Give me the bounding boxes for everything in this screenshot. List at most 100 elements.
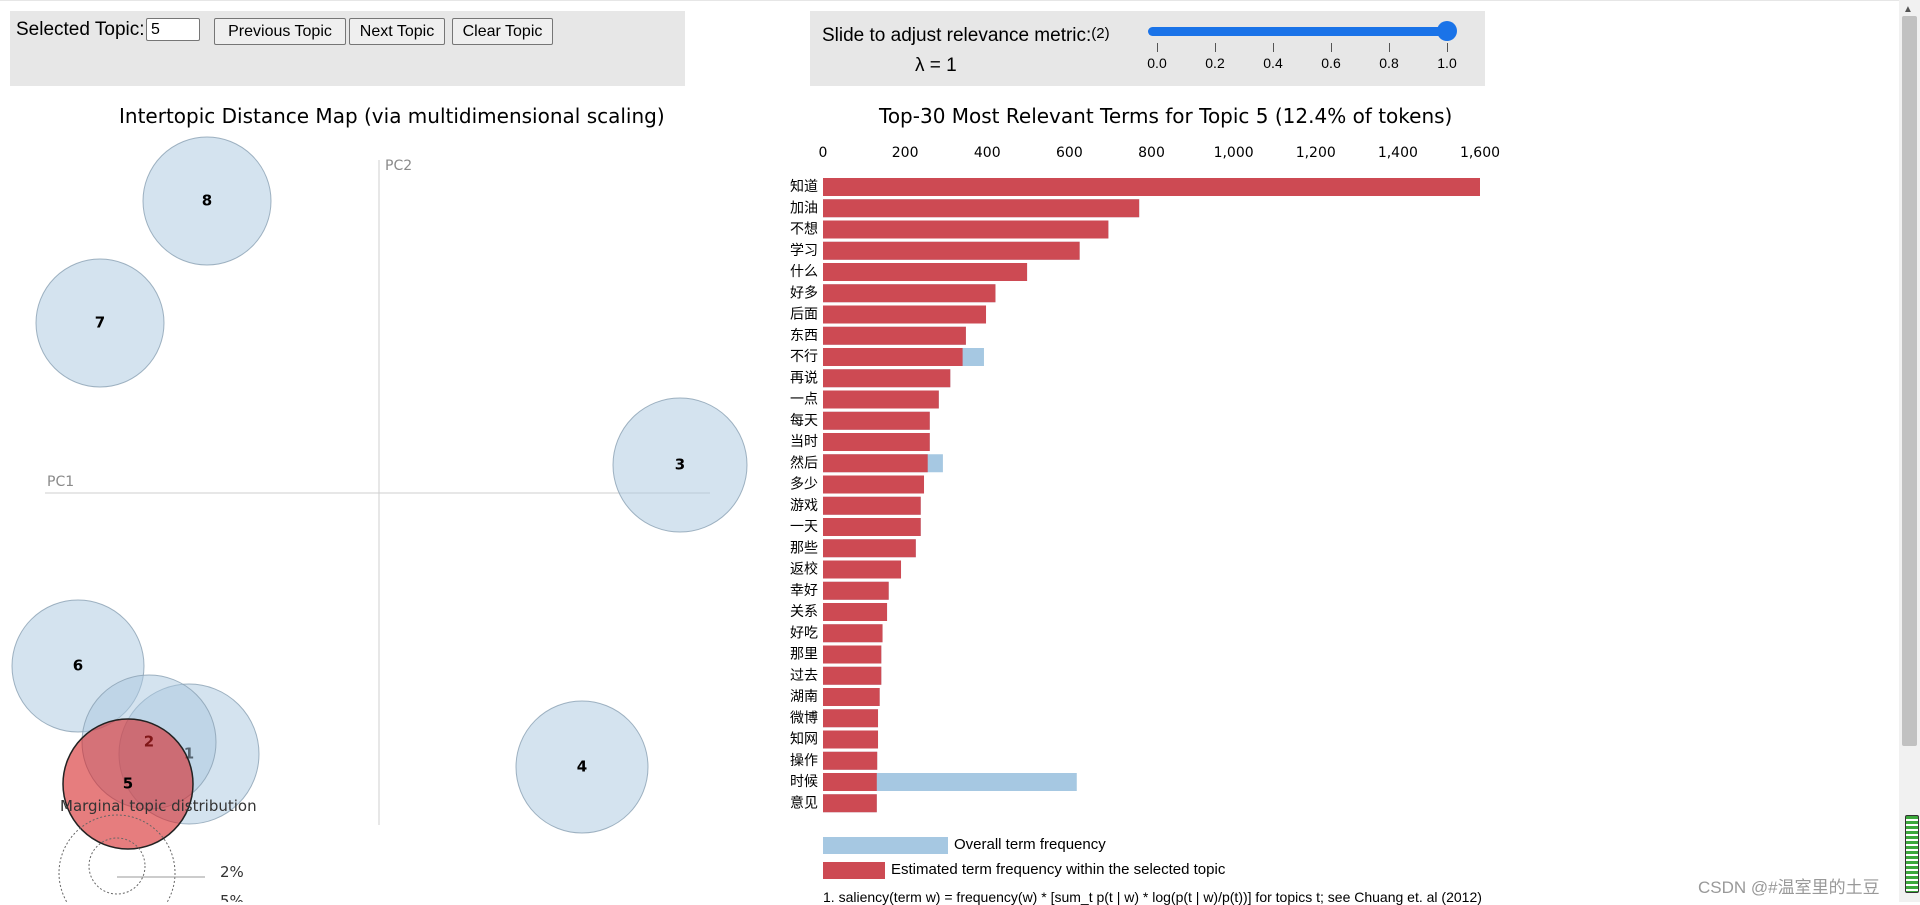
term-label[interactable]: 什么 bbox=[790, 264, 818, 280]
bar-estimated-frequency[interactable] bbox=[823, 241, 1080, 260]
term-label[interactable]: 不想 bbox=[790, 222, 818, 238]
slider-tick-mark bbox=[1157, 43, 1158, 52]
top-border bbox=[0, 0, 1920, 1]
term-label[interactable]: 不行 bbox=[790, 349, 818, 365]
term-label[interactable]: 一点 bbox=[790, 392, 818, 408]
bar-estimated-frequency[interactable] bbox=[823, 581, 889, 600]
term-label[interactable]: 多少 bbox=[790, 476, 818, 493]
term-label[interactable]: 知网 bbox=[790, 731, 818, 748]
bar-estimated-frequency[interactable] bbox=[823, 709, 879, 728]
topic-bubble-label: 6 bbox=[73, 657, 83, 675]
previous-topic-button[interactable]: Previous Topic bbox=[214, 18, 346, 45]
slider-tick-label: 0.0 bbox=[1147, 55, 1167, 71]
bar-estimated-frequency[interactable] bbox=[823, 178, 1480, 196]
topic-bubble-3[interactable]: 3 bbox=[612, 397, 748, 533]
term-label[interactable]: 学习 bbox=[790, 243, 818, 259]
topic-bubble-5-selected[interactable]: 5 bbox=[62, 718, 194, 850]
watermark: CSDN @#温室里的土豆 bbox=[1698, 878, 1880, 897]
term-label[interactable]: 东西 bbox=[790, 328, 818, 344]
term-label[interactable]: 湖南 bbox=[790, 689, 818, 705]
slider-tick-label: 0.6 bbox=[1321, 55, 1341, 71]
bar-estimated-frequency[interactable] bbox=[823, 454, 928, 473]
term-label[interactable]: 游戏 bbox=[790, 498, 818, 514]
term-label[interactable]: 操作 bbox=[790, 753, 818, 769]
bar-estimated-frequency[interactable] bbox=[823, 773, 877, 791]
term-label[interactable]: 当时 bbox=[790, 434, 818, 450]
bar-estimated-frequency[interactable] bbox=[823, 518, 921, 536]
term-label[interactable]: 一天 bbox=[790, 519, 818, 535]
relevance-slider-track[interactable] bbox=[1148, 27, 1446, 36]
lambda-value: λ = 1 bbox=[915, 55, 957, 76]
bar-estimated-frequency[interactable] bbox=[823, 199, 1140, 218]
bar-estimated-frequency[interactable] bbox=[823, 390, 939, 409]
pc2-label: PC2 bbox=[385, 158, 412, 174]
term-label[interactable]: 好多 bbox=[790, 284, 818, 301]
topic-bubble-label: 4 bbox=[577, 758, 587, 776]
saliency-footnote: 1. saliency(term w) = frequency(w) * [su… bbox=[823, 889, 1482, 905]
slider-note: (2) bbox=[1091, 25, 1110, 42]
bar-estimated-frequency[interactable] bbox=[823, 475, 925, 494]
term-label[interactable]: 意见 bbox=[790, 794, 818, 811]
term-label[interactable]: 然后 bbox=[790, 454, 818, 471]
legend-size-5pct: 5% bbox=[220, 892, 244, 902]
term-label[interactable]: 幸好 bbox=[790, 583, 818, 599]
slider-axis: 0.0 0.2 0.4 0.6 0.8 1.0 bbox=[1147, 43, 1457, 83]
bar-estimated-frequency[interactable] bbox=[823, 645, 882, 664]
term-label[interactable]: 再说 bbox=[790, 370, 818, 386]
bar-estimated-frequency[interactable] bbox=[823, 284, 996, 303]
bar-estimated-frequency[interactable] bbox=[823, 751, 878, 770]
term-label[interactable]: 返校 bbox=[790, 561, 818, 578]
slider-tick-label: 0.4 bbox=[1263, 55, 1283, 71]
scrollbar-thumb[interactable] bbox=[1902, 16, 1917, 746]
term-label[interactable]: 好吃 bbox=[790, 625, 818, 641]
battery-indicator-icon bbox=[1905, 815, 1919, 893]
topic-control-panel: Selected Topic: Previous Topic Next Topi… bbox=[10, 11, 685, 86]
bar-estimated-frequency[interactable] bbox=[823, 539, 916, 558]
slider-tick-label: 0.2 bbox=[1205, 55, 1225, 71]
legend-swatch-overall bbox=[823, 837, 948, 854]
bar-overall-frequency[interactable] bbox=[823, 773, 1077, 791]
bar-estimated-frequency[interactable] bbox=[823, 666, 882, 685]
topic-bubble-label: 3 bbox=[675, 456, 685, 474]
slider-label-text: Slide to adjust relevance metric: bbox=[822, 25, 1092, 46]
bar-estimated-frequency[interactable] bbox=[823, 496, 921, 515]
term-label[interactable]: 时候 bbox=[790, 774, 818, 790]
term-label[interactable]: 每天 bbox=[790, 413, 818, 429]
term-label[interactable]: 那些 bbox=[790, 540, 818, 556]
x-tick-label: 800 bbox=[1138, 145, 1165, 161]
slider-tick-mark bbox=[1215, 43, 1216, 52]
relevance-slider-thumb[interactable] bbox=[1437, 21, 1457, 41]
bar-estimated-frequency[interactable] bbox=[823, 603, 888, 621]
bar-estimated-frequency[interactable] bbox=[823, 624, 883, 643]
next-topic-button[interactable]: Next Topic bbox=[349, 18, 445, 45]
term-label[interactable]: 加油 bbox=[790, 200, 818, 216]
topic-bubble-label: 5 bbox=[123, 775, 133, 793]
bar-estimated-frequency[interactable] bbox=[823, 794, 877, 813]
legend-swatch-estimated bbox=[823, 862, 885, 879]
clear-topic-button[interactable]: Clear Topic bbox=[452, 18, 553, 45]
bar-estimated-frequency[interactable] bbox=[823, 369, 951, 388]
bar-estimated-frequency[interactable] bbox=[823, 263, 1028, 281]
bar-estimated-frequency[interactable] bbox=[823, 326, 966, 345]
legend-label-overall: Overall term frequency bbox=[954, 836, 1106, 853]
bar-estimated-frequency[interactable] bbox=[823, 220, 1109, 239]
bar-estimated-frequency[interactable] bbox=[823, 560, 902, 579]
map-title: Intertopic Distance Map (via multidimens… bbox=[119, 104, 665, 128]
topic-bubble-7[interactable]: 7 bbox=[35, 258, 165, 388]
bar-estimated-frequency[interactable] bbox=[823, 305, 987, 324]
term-label[interactable]: 后面 bbox=[790, 307, 818, 323]
term-label[interactable]: 过去 bbox=[790, 668, 818, 684]
bar-estimated-frequency[interactable] bbox=[823, 433, 930, 451]
term-label[interactable]: 微博 bbox=[790, 709, 818, 726]
selected-topic-input[interactable] bbox=[146, 18, 200, 41]
term-label[interactable]: 关系 bbox=[790, 604, 818, 620]
bar-estimated-frequency[interactable] bbox=[823, 348, 963, 366]
term-label[interactable]: 那里 bbox=[790, 647, 818, 663]
bar-estimated-frequency[interactable] bbox=[823, 411, 930, 430]
bar-estimated-frequency[interactable] bbox=[823, 688, 880, 706]
term-label[interactable]: 知道 bbox=[790, 178, 818, 195]
topic-bubble-4[interactable]: 4 bbox=[515, 700, 649, 834]
scroll-up-arrow-icon[interactable]: ▲ bbox=[1903, 4, 1913, 15]
bar-estimated-frequency[interactable] bbox=[823, 730, 879, 749]
topic-bubble-8[interactable]: 8 bbox=[142, 136, 272, 266]
